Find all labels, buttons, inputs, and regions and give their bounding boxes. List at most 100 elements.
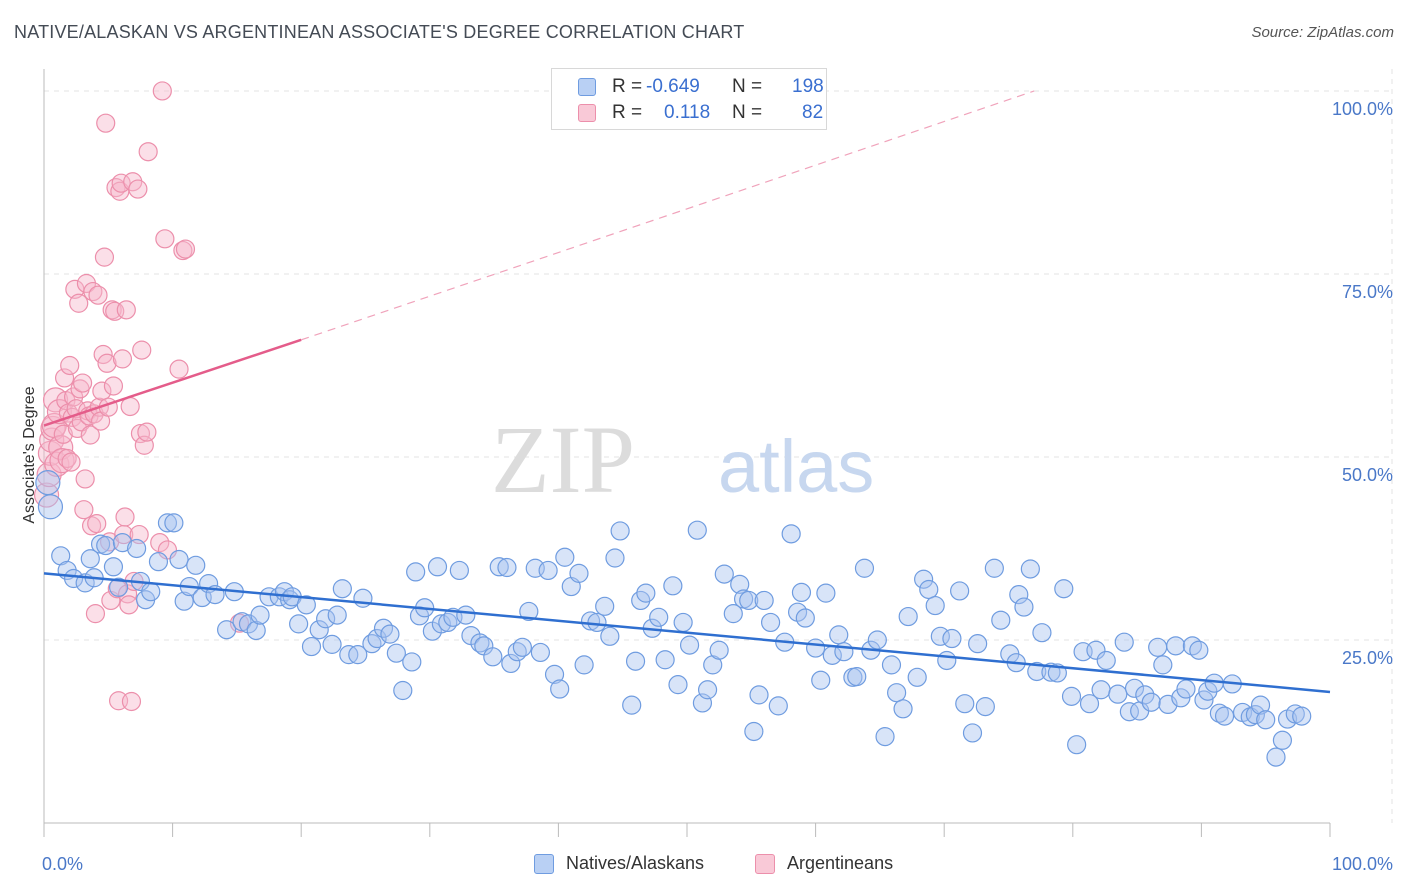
series-label-natives: Natives/Alaskans [566, 853, 705, 873]
argentineans-point [137, 422, 157, 442]
natives-point [811, 670, 831, 690]
y-tick-label: 100.0% [1332, 99, 1393, 119]
natives-point [1091, 680, 1111, 700]
natives-point [930, 626, 950, 646]
argentineans-point [112, 349, 133, 369]
natives-point [805, 638, 826, 658]
natives-point [250, 605, 270, 625]
argentineans-point [97, 353, 117, 373]
natives-point [1209, 703, 1230, 723]
natives-point [1256, 710, 1276, 730]
natives-point [587, 612, 607, 633]
argentineans-point [60, 355, 80, 376]
argentineans-point [150, 533, 170, 553]
trend-lines [43, 90, 1331, 694]
natives-point [530, 642, 550, 663]
argentineans-point [53, 424, 73, 444]
natives-point [497, 557, 517, 578]
argentineans-point [96, 113, 116, 133]
natives-point [103, 557, 124, 577]
natives-point [955, 694, 975, 714]
argentineans-point [121, 691, 142, 712]
argentineans-point [54, 368, 75, 388]
natives-point [489, 557, 509, 577]
natives-points [35, 470, 1312, 767]
axes [43, 69, 1331, 837]
natives-point [1009, 585, 1029, 605]
natives-point [781, 524, 801, 544]
natives-point [380, 624, 400, 644]
y-tick-label: 50.0% [1342, 465, 1393, 485]
natives-point [697, 680, 718, 700]
argentineans-trend-extension [301, 90, 1035, 341]
natives-point [893, 699, 913, 719]
x-tick-label-max: 100.0% [1332, 854, 1393, 874]
natives-point [63, 568, 84, 589]
natives-point [1086, 640, 1106, 660]
natives-point [108, 577, 129, 597]
natives-point [322, 634, 342, 654]
natives-point [574, 655, 594, 675]
argentineans-point [36, 461, 62, 488]
natives-point [595, 596, 615, 616]
natives-point [35, 470, 61, 496]
legend-r-value-argentineans: 0.118 [664, 102, 711, 123]
natives-point [538, 560, 558, 581]
natives-point [289, 614, 309, 634]
natives-point [1148, 637, 1168, 657]
argentineans-point [57, 448, 77, 469]
argentineans-point [155, 229, 175, 249]
natives-point [984, 558, 1004, 578]
natives-point [427, 557, 448, 577]
natives-point [847, 666, 867, 687]
natives-point [937, 650, 957, 671]
y-tick-labels: 25.0% 50.0% 75.0% 100.0% [1332, 99, 1393, 668]
natives-point [709, 640, 729, 660]
natives-point [332, 579, 352, 599]
argentineans-point [169, 359, 189, 379]
natives-point [1020, 559, 1040, 579]
natives-point [649, 607, 669, 627]
natives-point [919, 579, 939, 600]
argentineans-point [128, 179, 148, 199]
natives-point [875, 727, 895, 747]
natives-point [787, 602, 808, 622]
natives-point [1067, 735, 1087, 755]
natives-point [791, 582, 812, 603]
series-swatch-natives [534, 854, 554, 874]
natives-point [1214, 706, 1235, 726]
argentineans-point [119, 595, 139, 615]
argentineans-point [83, 281, 103, 302]
natives-point [402, 652, 422, 672]
natives-point [96, 535, 116, 556]
natives-point [744, 721, 764, 742]
argentineans-point [130, 423, 151, 444]
natives-point [749, 685, 769, 705]
natives-point [580, 611, 601, 631]
natives-point [483, 647, 503, 667]
natives-trend-line [43, 572, 1331, 694]
natives-point [739, 590, 759, 611]
natives-point [754, 590, 774, 611]
argentineans-point [175, 239, 196, 259]
y-tick-label: 75.0% [1342, 282, 1393, 302]
natives-point [914, 569, 934, 589]
natives-point [544, 664, 565, 684]
watermark-atlas: atlas [718, 425, 874, 508]
natives-point [37, 494, 64, 520]
natives-point [141, 582, 161, 602]
natives-point [148, 552, 169, 572]
argentineans-point [116, 300, 136, 320]
natives-point [1272, 730, 1293, 750]
natives-point [1141, 692, 1161, 712]
legend-n-value-natives: 198 [792, 76, 824, 97]
natives-point [501, 653, 521, 674]
argentineans-point [80, 425, 100, 445]
natives-point [1292, 706, 1312, 726]
natives-point [186, 555, 206, 575]
natives-point [456, 605, 476, 625]
natives-point [723, 604, 743, 624]
legend-n-label: N = [732, 102, 763, 123]
natives-point [406, 562, 426, 582]
natives-point [164, 513, 184, 533]
